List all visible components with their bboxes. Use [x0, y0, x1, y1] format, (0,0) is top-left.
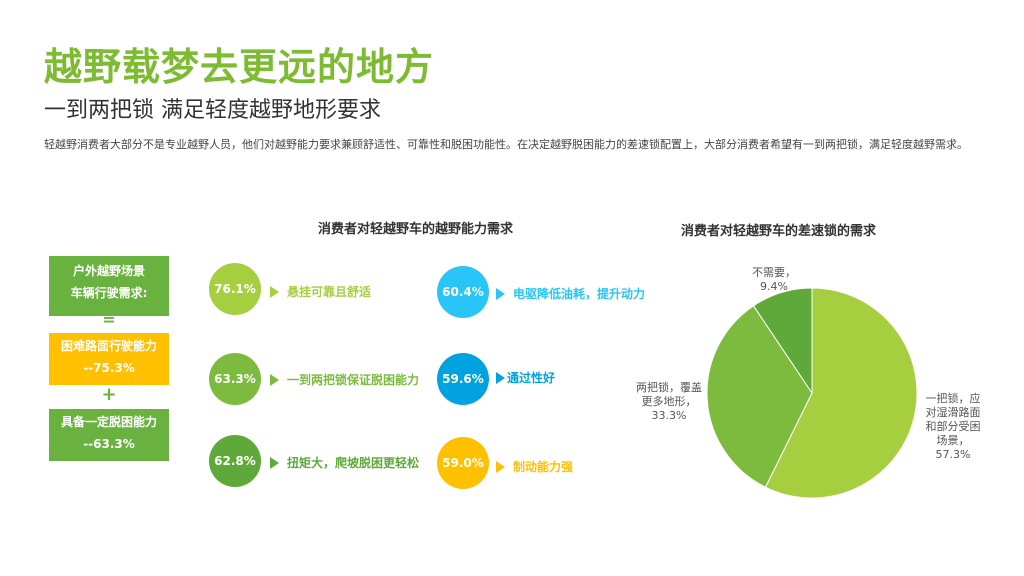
pie-slice-none — [752, 287, 813, 395]
feature-5: 通过性好 — [496, 369, 555, 386]
need-box-escape: 具备一定脱困能力 --63.3% — [49, 409, 169, 461]
need-box-terrain: 困难路面行驶能力 --75.3% — [49, 333, 169, 385]
bubble-2: 63.3% — [209, 353, 261, 405]
pie-slice-one-lock — [764, 287, 918, 499]
feature-1-label: 悬挂可靠且舒适 — [287, 285, 372, 299]
arrow-right-icon — [270, 456, 279, 469]
bubble-4: 60.4% — [437, 266, 489, 318]
bubble-6: 59.0% — [437, 437, 489, 489]
need2-label: 具备一定脱困能力 — [60, 415, 157, 429]
feature-2-label: 一到两把锁保证脱困能力 — [287, 373, 420, 387]
need2-value: --63.3% — [83, 437, 135, 451]
page-title: 越野载梦去更远的地方 — [44, 45, 435, 89]
pie-label-two-text: 两把锁，覆盖更多地形， — [636, 381, 702, 408]
scenario-box: 户外越野场景 车辆行驶需求: — [49, 256, 169, 316]
bubble-5: 59.6% — [437, 353, 489, 405]
feature-1: 悬挂可靠且舒适 — [270, 283, 371, 300]
pie-label-none-value: 9.4% — [760, 280, 788, 293]
equals-symbol: = — [102, 310, 116, 329]
feature-6: 制动能力强 — [496, 458, 573, 475]
arrow-right-icon — [496, 371, 505, 384]
scenario-line2: 车辆行驶需求: — [70, 286, 148, 300]
bubble-3: 62.8% — [209, 435, 261, 487]
ability-chart-title: 消费者对轻越野车的越野能力需求 — [318, 222, 514, 237]
scenario-line1: 户外越野场景 — [72, 264, 145, 278]
plus-symbol: + — [101, 384, 117, 405]
pie-label-one-text: 一把锁，应对湿滑路面和部分受困场景， — [925, 392, 981, 447]
pie-label-none-text: 不需要， — [752, 266, 796, 279]
arrow-right-icon — [270, 285, 279, 298]
feature-4-label: 电驱降低油耗，提升动力 — [513, 287, 646, 301]
arrow-right-icon — [496, 287, 505, 300]
feature-3-label: 扭矩大，爬坡脱困更轻松 — [287, 456, 420, 470]
need1-label: 困难路面行驶能力 — [60, 339, 157, 353]
pie-label-one-value: 57.3% — [935, 448, 971, 461]
page-subtitle: 一到两把锁 满足轻度越野地形要求 — [44, 98, 381, 123]
feature-3: 扭矩大，爬坡脱困更轻松 — [270, 454, 419, 471]
arrow-right-icon — [496, 460, 505, 473]
pie-slice-two-locks — [706, 305, 813, 488]
feature-2: 一到两把锁保证脱困能力 — [270, 371, 419, 388]
feature-6-label: 制动能力强 — [513, 460, 574, 474]
feature-5-label: 通过性好 — [507, 371, 556, 385]
page-description: 轻越野消费者大部分不是专业越野人员，他们对越野能力要求兼顾舒适性、可靠性和脱困功… — [44, 138, 968, 151]
lock-chart-title: 消费者对轻越野车的差速锁的需求 — [681, 224, 877, 239]
feature-4: 电驱降低油耗，提升动力 — [496, 285, 645, 302]
bubble-1: 76.1% — [209, 263, 261, 315]
need1-value: --75.3% — [83, 361, 135, 375]
pie-label-one: 一把锁，应对湿滑路面和部分受困场景， 57.3% — [922, 392, 984, 462]
arrow-right-icon — [270, 373, 279, 386]
pie-label-two-value: 33.3% — [651, 409, 687, 422]
pie-label-two: 两把锁，覆盖更多地形， 33.3% — [634, 381, 704, 423]
pie-label-none: 不需要， 9.4% — [750, 266, 798, 294]
